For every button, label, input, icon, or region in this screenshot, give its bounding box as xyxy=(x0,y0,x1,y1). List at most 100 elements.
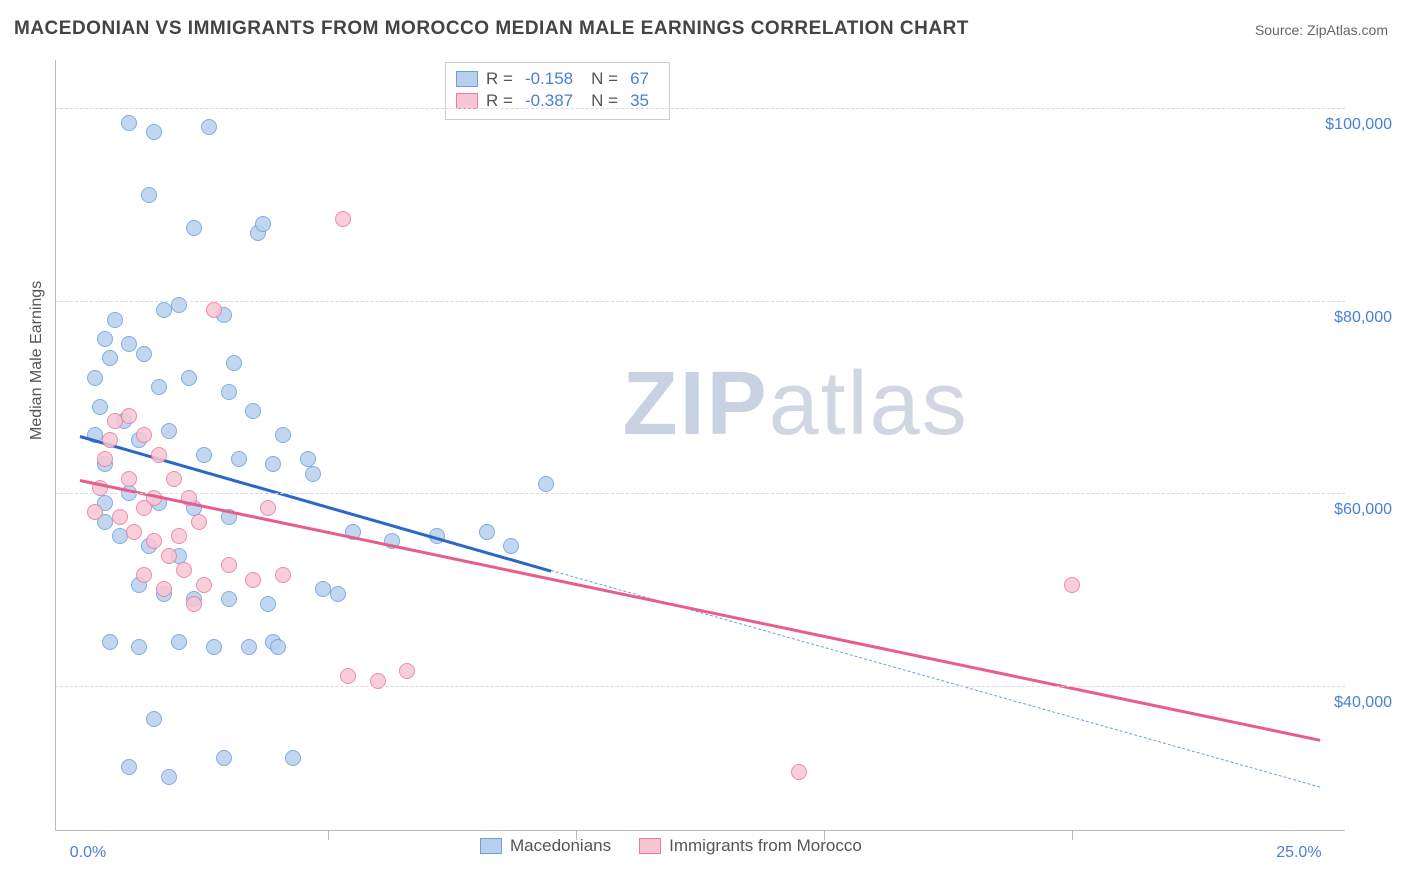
data-point xyxy=(97,331,113,347)
bottom-legend: Macedonians Immigrants from Morocco xyxy=(480,836,862,856)
x-axis-line xyxy=(55,830,1345,831)
data-point xyxy=(171,634,187,650)
data-point xyxy=(206,639,222,655)
data-point xyxy=(102,634,118,650)
data-point xyxy=(136,500,152,516)
data-point xyxy=(146,533,162,549)
swatch-legend-1 xyxy=(639,838,661,854)
data-point xyxy=(186,220,202,236)
data-point xyxy=(112,509,128,525)
data-point xyxy=(226,355,242,371)
source-label: Source: xyxy=(1255,22,1303,38)
data-point xyxy=(503,538,519,554)
data-point xyxy=(107,413,123,429)
stat-r-label: R = xyxy=(486,69,513,89)
legend-label-0: Macedonians xyxy=(510,836,611,856)
data-point xyxy=(275,427,291,443)
data-point xyxy=(151,447,167,463)
data-point xyxy=(121,408,137,424)
y-tick-label: $60,000 xyxy=(1334,501,1392,519)
data-point xyxy=(201,119,217,135)
data-point xyxy=(231,451,247,467)
y-tick-label: $80,000 xyxy=(1334,309,1392,327)
data-point xyxy=(335,211,351,227)
data-point xyxy=(102,432,118,448)
data-point xyxy=(221,557,237,573)
stats-row-series-0: R = -0.158 N = 67 xyxy=(456,69,659,89)
swatch-series-1 xyxy=(456,93,478,109)
legend-item-1: Immigrants from Morocco xyxy=(639,836,862,856)
data-point xyxy=(92,399,108,415)
data-point xyxy=(161,548,177,564)
chart-title: MACEDONIAN VS IMMIGRANTS FROM MOROCCO ME… xyxy=(14,18,969,40)
data-point xyxy=(399,663,415,679)
data-point xyxy=(275,567,291,583)
data-point xyxy=(260,596,276,612)
source-caption: Source: ZipAtlas.com xyxy=(1255,22,1388,38)
data-point xyxy=(131,639,147,655)
gridline xyxy=(55,686,1345,687)
data-point xyxy=(315,581,331,597)
source-value: ZipAtlas.com xyxy=(1307,22,1388,38)
gridline xyxy=(55,493,1345,494)
data-point xyxy=(121,759,137,775)
data-point xyxy=(285,750,301,766)
data-point xyxy=(270,639,286,655)
data-point xyxy=(265,456,281,472)
data-point xyxy=(87,370,103,386)
data-point xyxy=(166,471,182,487)
data-point xyxy=(126,524,142,540)
data-point xyxy=(136,346,152,362)
data-point xyxy=(206,302,222,318)
data-point xyxy=(260,500,276,516)
swatch-series-0 xyxy=(456,71,478,87)
x-tick-min-label: 0.0% xyxy=(70,844,106,862)
stats-legend-box: R = -0.158 N = 67 R = -0.387 N = 35 xyxy=(445,62,670,120)
data-point xyxy=(171,528,187,544)
stat-r-value-0: -0.158 xyxy=(525,69,573,89)
y-axis-line xyxy=(55,60,56,830)
data-point xyxy=(87,504,103,520)
data-point xyxy=(255,216,271,232)
data-point xyxy=(1064,577,1080,593)
data-point xyxy=(136,567,152,583)
data-point xyxy=(102,350,118,366)
stat-n-label: N = xyxy=(591,69,618,89)
legend-label-1: Immigrants from Morocco xyxy=(669,836,862,856)
data-point xyxy=(161,423,177,439)
data-point xyxy=(340,668,356,684)
data-point xyxy=(791,764,807,780)
data-point xyxy=(146,711,162,727)
data-point xyxy=(479,524,495,540)
stat-n-value-0: 67 xyxy=(630,69,649,89)
data-point xyxy=(156,302,172,318)
plot-area xyxy=(55,60,1345,830)
x-tick-mark xyxy=(1072,830,1073,840)
data-point xyxy=(141,187,157,203)
data-point xyxy=(196,577,212,593)
data-point xyxy=(121,115,137,131)
y-tick-label: $40,000 xyxy=(1334,694,1392,712)
data-point xyxy=(216,750,232,766)
y-tick-label: $100,000 xyxy=(1325,116,1392,134)
data-point xyxy=(330,586,346,602)
data-point xyxy=(538,476,554,492)
gridline xyxy=(55,108,1345,109)
data-point xyxy=(186,596,202,612)
data-point xyxy=(176,562,192,578)
data-point xyxy=(146,124,162,140)
data-point xyxy=(112,528,128,544)
x-tick-mark xyxy=(328,830,329,840)
data-point xyxy=(245,572,261,588)
data-point xyxy=(161,769,177,785)
gridline xyxy=(55,301,1345,302)
data-point xyxy=(191,514,207,530)
data-point xyxy=(221,384,237,400)
data-point xyxy=(121,336,137,352)
x-tick-max-label: 25.0% xyxy=(1276,844,1321,862)
x-tick-mark xyxy=(824,830,825,840)
data-point xyxy=(221,591,237,607)
data-point xyxy=(97,451,113,467)
data-point xyxy=(136,427,152,443)
data-point xyxy=(181,370,197,386)
